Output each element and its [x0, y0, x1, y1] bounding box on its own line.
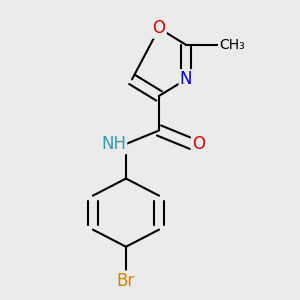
Text: NH: NH [101, 135, 126, 153]
Text: Br: Br [117, 272, 135, 290]
Text: CH₃: CH₃ [219, 38, 245, 52]
Text: N: N [180, 70, 192, 88]
Text: O: O [192, 135, 205, 153]
Text: O: O [152, 19, 166, 37]
